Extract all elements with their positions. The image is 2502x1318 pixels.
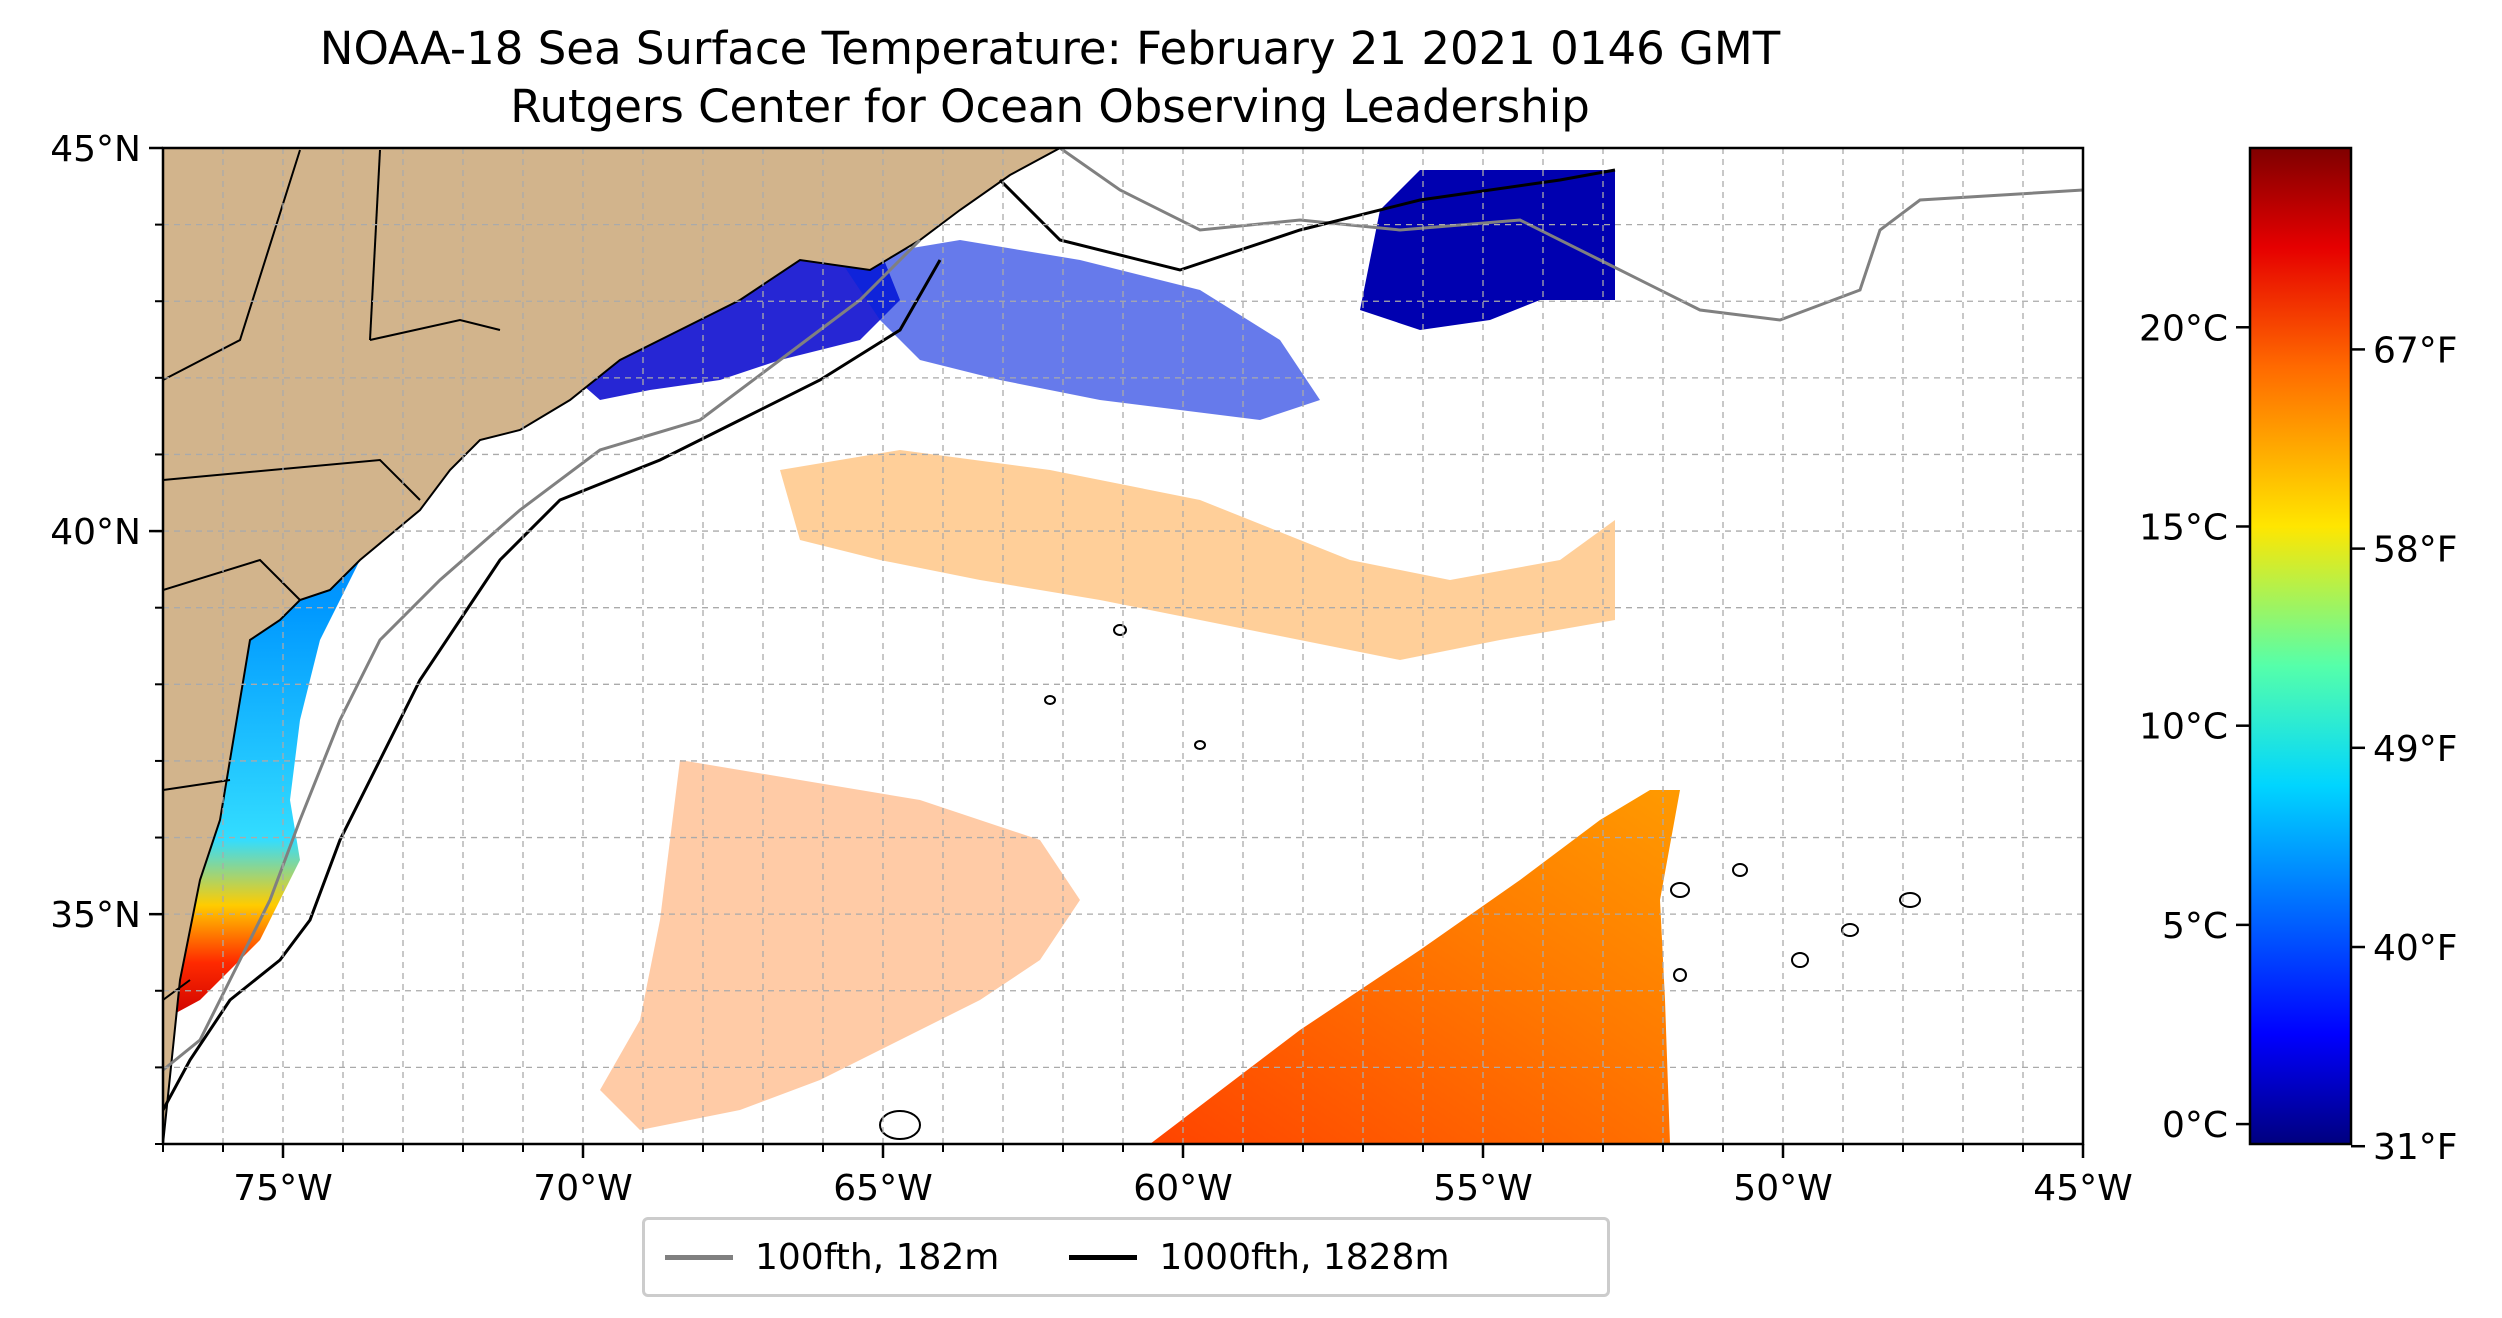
seamount-contour: [1899, 892, 1921, 908]
legend-swatch-100fth: [665, 1254, 733, 1260]
celsius-tick-label: 20°C: [2139, 308, 2228, 349]
seamount-contour: [1673, 968, 1687, 982]
seamount-contour: [1044, 695, 1056, 705]
fahrenheit-tick-label: 40°F: [2373, 928, 2458, 969]
lon-tick-label: 65°W: [833, 1168, 932, 1209]
gridlines: [163, 148, 2083, 1144]
lat-tick-label: 35°N: [50, 895, 141, 936]
state-border-vt-nh: [369, 149, 381, 341]
map-title: NOAA-18 Sea Surface Temperature: Februar…: [319, 22, 1781, 75]
lon-tick-label: 45°W: [2033, 1168, 2132, 1209]
lon-tick-label: 60°W: [1133, 1168, 1232, 1209]
state-border-mid-atl: [163, 558, 301, 601]
celsius-tick-label: 5°C: [2162, 906, 2228, 947]
fahrenheit-tick-label: 67°F: [2373, 330, 2458, 371]
lon-tick-label: 70°W: [533, 1168, 632, 1209]
seamount-contour: [1732, 863, 1748, 877]
isobath-1000fth: [163, 168, 1616, 1111]
celsius-tick-label: 0°C: [2162, 1105, 2228, 1146]
seamount-contour: [1670, 882, 1690, 898]
seamount-contour: [1791, 952, 1809, 968]
map-subtitle: Rutgers Center for Ocean Observing Leade…: [510, 80, 1590, 133]
legend-item-1000fth: 1000fth, 1828m: [1069, 1236, 1450, 1278]
state-border-ny-pa: [163, 458, 421, 501]
celsius-tick-label: 10°C: [2139, 707, 2228, 748]
sst-subtropical-warm: [1150, 790, 1680, 1144]
seamount-contour: [879, 1110, 921, 1140]
legend-swatch-1000fth: [1069, 1254, 1138, 1260]
legend-label-100fth: 100fth, 182m: [755, 1236, 1000, 1278]
legend-item-100fth: 100fth, 182m: [665, 1237, 999, 1278]
lon-tick-label: 50°W: [1733, 1168, 1832, 1209]
seamount-contour: [1841, 923, 1859, 937]
lon-tick-label: 55°W: [1433, 1168, 1532, 1209]
seamount-contour: [1194, 740, 1206, 750]
state-border-va-nc: [163, 779, 231, 791]
colorbar: [2248, 146, 2353, 1146]
state-border-nc-sc: [163, 979, 191, 1001]
state-borders: [163, 149, 501, 1001]
state-border-ne: [163, 149, 301, 381]
state-border-ma: [369, 318, 501, 341]
fahrenheit-tick-label: 58°F: [2373, 530, 2458, 571]
sst-shelf-cold-patches: [840, 240, 1320, 420]
celsius-tick-label: 15°C: [2139, 507, 2228, 548]
sst-northeast-cold-patch: [1360, 170, 1615, 330]
sst-scattered-south: [600, 760, 1080, 1130]
colorbar-ticks: 0°C 5°C 10°C 15°C 20°C 31°F 40°F 49°F 58°F 67°F: [2139, 308, 2457, 1168]
fahrenheit-tick-label: 49°F: [2373, 729, 2458, 770]
lat-tick-label: 40°N: [50, 512, 141, 553]
map-axis-ticks: 75°W 70°W 65°W 60°W 55°W 50°W 45°W 45°N 40°N 35°N: [50, 129, 2132, 1209]
isobath-100fth: [163, 148, 2083, 1072]
fahrenheit-tick-label: 31°F: [2373, 1127, 2458, 1168]
map-panel: [163, 148, 2083, 1144]
lon-tick-label: 75°W: [233, 1168, 332, 1209]
seamount-contour: [1113, 624, 1127, 636]
legend-label-1000fth: 1000fth, 1828m: [1159, 1236, 1450, 1278]
seamount-contours: [879, 624, 1921, 1140]
lat-tick-label: 45°N: [50, 129, 141, 170]
isobath-legend: 100fth, 182m 1000fth, 1828m: [642, 1217, 1610, 1297]
